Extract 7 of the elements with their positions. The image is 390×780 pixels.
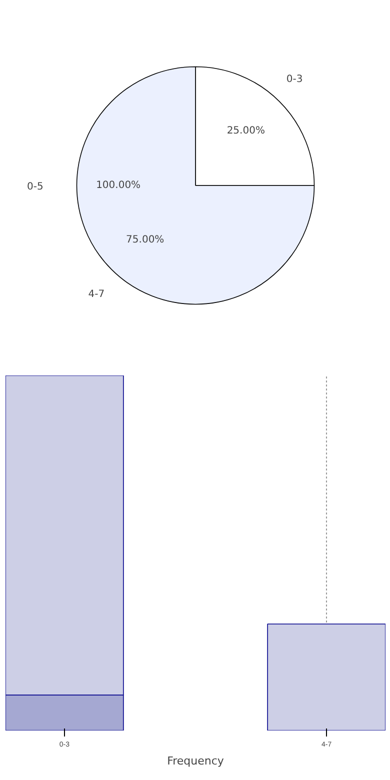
slice-label: 4-7 (88, 288, 105, 300)
slice-label: 0-3 (286, 74, 303, 86)
x-axis-title: Frequency (167, 754, 224, 768)
data-label: 25.00% (226, 125, 265, 136)
text: 0-5 (27, 182, 44, 192)
text: 100.00% (96, 180, 141, 191)
data-label: 75.00% (126, 234, 164, 246)
